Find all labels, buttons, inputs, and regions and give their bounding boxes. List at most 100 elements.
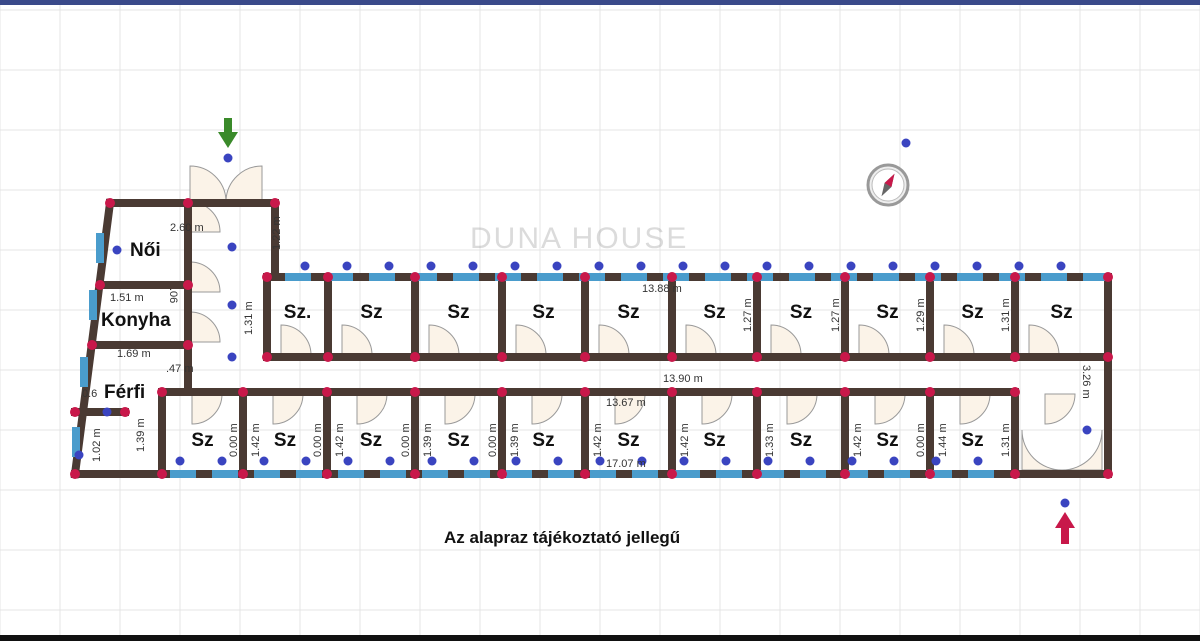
wall-node xyxy=(183,198,193,208)
dim: 1.39 m xyxy=(509,423,521,457)
room-label-bottom: Sz xyxy=(274,430,296,451)
wall-node xyxy=(120,407,130,417)
marker-point xyxy=(510,261,520,271)
wall-node xyxy=(238,387,248,397)
dim: 0.00 m xyxy=(400,423,412,457)
room-noi: Női xyxy=(130,240,161,261)
window xyxy=(338,470,364,478)
wall-node xyxy=(1010,272,1020,282)
door xyxy=(786,393,818,425)
window xyxy=(212,470,238,478)
entry-arrow-icon xyxy=(1055,512,1075,544)
room-label-bottom: Sz xyxy=(703,430,725,451)
wall-node xyxy=(323,352,333,362)
dim: 1.02 m xyxy=(91,428,103,462)
window xyxy=(884,470,910,478)
window xyxy=(96,233,104,263)
room-label-bottom: Sz xyxy=(532,430,554,451)
marker-point xyxy=(223,153,233,163)
marker-point xyxy=(972,261,982,271)
dim: 17.07 m xyxy=(606,458,646,470)
room-label-top: Sz xyxy=(617,302,639,323)
doors xyxy=(189,165,1103,471)
window xyxy=(873,273,899,281)
marker-point xyxy=(1060,498,1070,508)
dim: 0.6 xyxy=(82,388,97,400)
room-label-top: Sz. xyxy=(284,302,311,323)
marker-point xyxy=(385,456,395,466)
wall-node xyxy=(1103,272,1113,282)
wall-node xyxy=(322,469,332,479)
wall-node xyxy=(497,272,507,282)
window xyxy=(716,470,742,478)
door xyxy=(614,393,646,425)
window xyxy=(72,427,80,457)
window xyxy=(464,470,490,478)
door xyxy=(598,324,630,356)
door xyxy=(191,393,223,425)
window xyxy=(1041,273,1067,281)
marker-point xyxy=(763,456,773,466)
wall-node xyxy=(70,469,80,479)
wall-node xyxy=(752,469,762,479)
door xyxy=(272,393,304,425)
marker-point xyxy=(468,261,478,271)
window xyxy=(80,357,88,387)
dim: 13.90 m xyxy=(663,373,703,385)
window xyxy=(327,273,353,281)
marker-point xyxy=(426,261,436,271)
marker-point xyxy=(102,407,112,417)
marker-point xyxy=(217,456,227,466)
wall-node xyxy=(87,340,97,350)
marker-point xyxy=(175,456,185,466)
dim: 1.31 m xyxy=(1000,423,1012,457)
marker-point xyxy=(552,261,562,271)
window xyxy=(453,273,479,281)
wall-node xyxy=(270,198,280,208)
room-label-top: Sz xyxy=(532,302,554,323)
room-ferfi: Férfi xyxy=(104,382,145,403)
marker-point xyxy=(931,456,941,466)
marker-point xyxy=(74,450,84,460)
room-label-top: Sz xyxy=(447,302,469,323)
wall-node xyxy=(497,469,507,479)
room-label-top: Sz xyxy=(876,302,898,323)
door xyxy=(428,324,460,356)
wall-node xyxy=(183,340,193,350)
wall-node xyxy=(925,272,935,282)
window xyxy=(369,273,395,281)
wall-node xyxy=(840,352,850,362)
window xyxy=(957,273,983,281)
door xyxy=(959,393,991,425)
wall-node xyxy=(410,387,420,397)
door xyxy=(189,261,221,293)
dim: 1.51 m xyxy=(110,292,144,304)
marker-point xyxy=(427,456,437,466)
room-label-bottom: Sz xyxy=(447,430,469,451)
wall-node xyxy=(752,272,762,282)
wall-node xyxy=(667,469,677,479)
window xyxy=(411,273,437,281)
marker-point xyxy=(112,245,122,255)
wall-node xyxy=(925,352,935,362)
wall-node xyxy=(580,469,590,479)
dim: 1.42 m xyxy=(334,423,346,457)
caption: Az alapraz tájékoztató jellegű xyxy=(444,528,680,547)
marker-point xyxy=(227,352,237,362)
wall-nodes xyxy=(70,198,1113,479)
dim: 1.31 m xyxy=(1000,298,1012,332)
wall-node xyxy=(840,387,850,397)
window xyxy=(380,470,406,478)
room-label-bottom: Sz xyxy=(360,430,382,451)
room-label-top: Sz xyxy=(360,302,382,323)
marker-point xyxy=(721,456,731,466)
wall-node xyxy=(497,387,507,397)
dim: 1.44 m xyxy=(937,423,949,457)
marker-point xyxy=(901,138,911,148)
marker-point xyxy=(847,456,857,466)
dim: 3.26 m xyxy=(1080,365,1092,399)
dim: 0.00 m xyxy=(487,423,499,457)
room-label-bottom: Sz xyxy=(617,430,639,451)
wall-node xyxy=(70,407,80,417)
